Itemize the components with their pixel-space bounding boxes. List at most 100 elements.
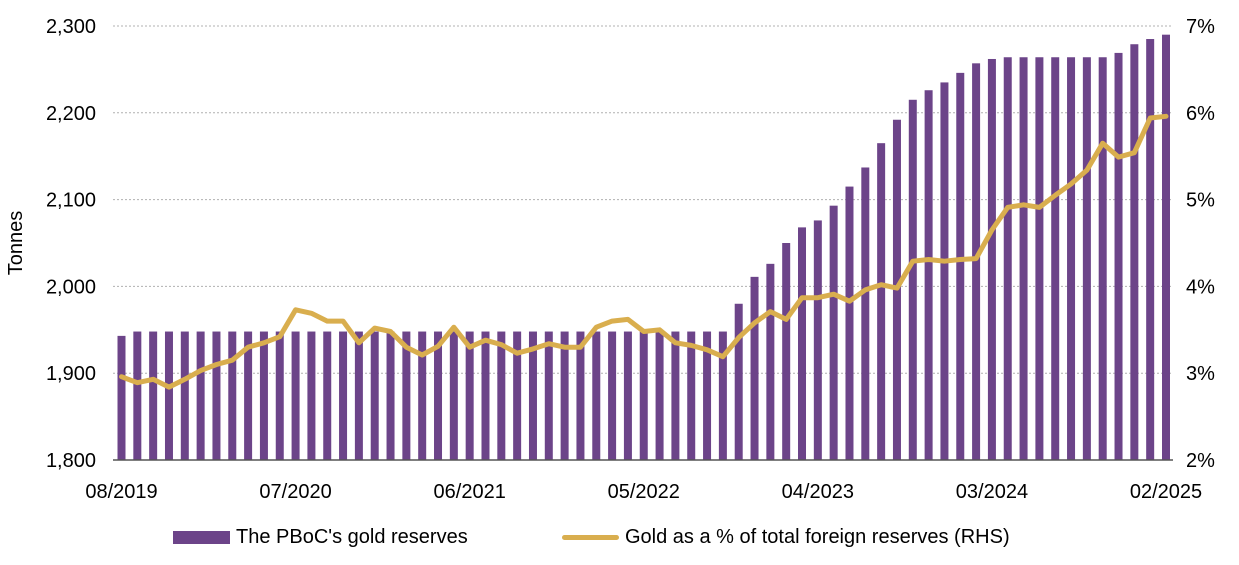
bar [1098,57,1107,461]
bar [1114,52,1123,461]
bar [528,331,537,460]
y-axis-right: 2% 3% 4% 5% 6% 7% [1186,16,1215,472]
bar [1146,39,1155,461]
bar [655,331,664,460]
bar [164,331,173,460]
legend-swatch-bars [173,531,230,544]
bar [972,63,981,460]
bar [1019,57,1028,461]
x-axis: 08/2019 07/2020 06/2021 05/2022 04/2023 03/20… [85,481,1202,503]
bar [497,331,506,460]
bar [987,58,996,460]
bar [449,331,458,460]
bar [782,243,791,460]
bar [734,303,743,460]
legend-item-line: Gold as a % of total foreign reserves (R… [562,526,1010,549]
bar [465,331,474,460]
bar [481,331,490,460]
bar [1051,57,1060,461]
x-tick-label: 03/2024 [956,481,1028,503]
bar [798,227,807,460]
bar [259,331,268,460]
bar [718,331,727,460]
bar [908,99,917,460]
bar [671,331,680,460]
chart: 1,800 1,900 2,000 2,100 2,200 2,300 2% 3% 4% 5% 6… [5,16,1215,503]
bar [133,331,142,460]
y-tick-label-right: 5% [1186,190,1215,212]
bar [386,331,395,460]
bar [180,331,189,460]
y-tick-label: 1,900 [46,363,96,385]
y-tick-label-right: 2% [1186,450,1215,472]
bar [418,331,427,460]
bar [1003,57,1012,461]
gridlines [113,25,1173,374]
y-tick-label-right: 3% [1186,363,1215,385]
bar [1035,57,1044,461]
bar [212,331,221,460]
bar [608,331,617,460]
line-series [119,113,1169,390]
bar [813,220,822,460]
bar [544,331,553,460]
bar [117,335,126,460]
bar [639,331,648,460]
bar [623,331,632,460]
bar [434,331,443,460]
bar [924,90,933,461]
bar [291,331,300,460]
y-tick-label-right: 7% [1186,16,1215,38]
x-tick-label: 07/2020 [259,481,331,503]
legend-item-bars: The PBoC's gold reserves [173,526,468,549]
bar [956,72,965,460]
legend-swatch-line [562,535,619,540]
bar [1067,57,1076,461]
y-tick-label: 2,100 [46,190,96,212]
bar [829,205,838,460]
bar [354,331,363,460]
bar [149,331,158,460]
bar [1130,44,1139,461]
x-tick-label: 04/2023 [782,481,854,503]
y-axis-title: Tonnes [5,211,27,276]
legend-label-line: Gold as a % of total foreign reserves (R… [625,526,1010,548]
bar [576,331,585,460]
bar [845,186,854,460]
bar [370,331,379,460]
y-tick-label: 2,200 [46,103,96,125]
y-tick-label: 2,000 [46,276,96,298]
bar [402,331,411,460]
bar [560,331,569,460]
bar [196,331,205,460]
bar [1162,34,1170,461]
bar [877,143,886,460]
legend: The PBoC's gold reserves Gold as a % of … [0,526,1239,556]
x-tick-label: 06/2021 [434,481,506,503]
bar [339,331,348,460]
bar [307,331,316,460]
bar [940,82,949,461]
bar [687,331,696,460]
bar [244,331,253,460]
bar [861,167,870,460]
bar [275,331,284,460]
bar [1082,57,1091,461]
bar [703,331,712,460]
x-tick-label: 08/2019 [85,481,157,503]
y-tick-label: 1,800 [46,450,96,472]
y-tick-label: 2,300 [46,16,96,38]
bar [323,331,332,460]
bar [228,331,237,460]
y-tick-label-right: 6% [1186,103,1215,125]
bar [750,276,759,460]
legend-label-bars: The PBoC's gold reserves [236,526,468,548]
bar-series [117,34,1170,461]
y-tick-label-right: 4% [1186,276,1215,298]
bar [513,331,522,460]
x-tick-label: 02/2025 [1130,481,1202,503]
y-axis-left: 1,800 1,900 2,000 2,100 2,200 2,300 [46,16,96,472]
x-tick-label: 05/2022 [608,481,680,503]
bar [592,331,601,460]
bar [766,263,775,460]
